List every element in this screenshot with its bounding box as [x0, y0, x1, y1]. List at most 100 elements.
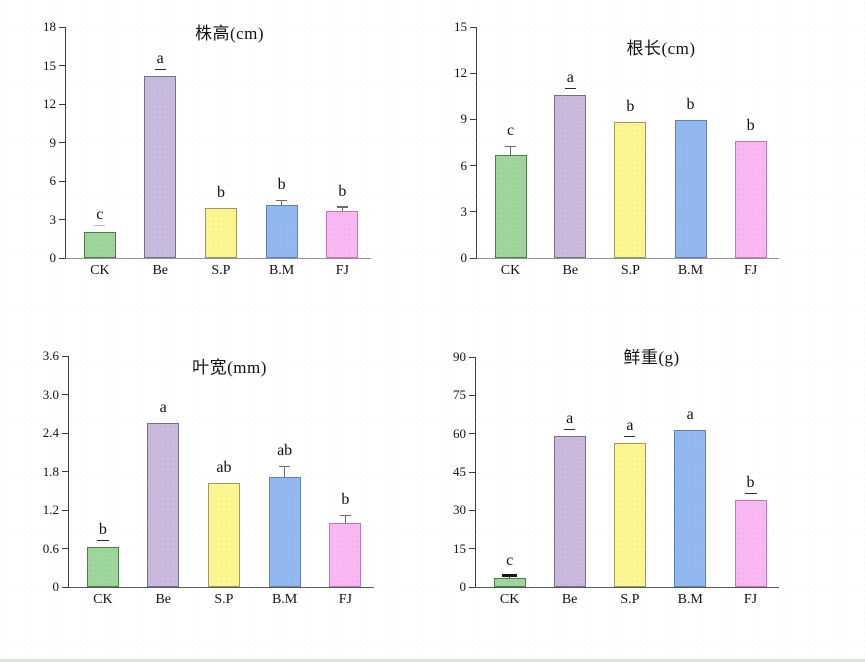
- y-tick-mark: [470, 165, 476, 167]
- y-tick-mark: [59, 103, 65, 105]
- y-tick-mark: [470, 257, 476, 259]
- y-tick-label: 3.6: [42, 348, 59, 363]
- y-tick-label: 2.4: [42, 425, 59, 440]
- bar-FJ: [329, 522, 362, 587]
- y-tick-label: 0: [52, 579, 60, 594]
- bar-B.M: [265, 205, 298, 258]
- y-tick-mark: [62, 586, 68, 588]
- x-category-label: Be: [561, 592, 578, 607]
- y-tick-label: 90: [453, 349, 466, 364]
- significance-letter: b: [338, 182, 347, 200]
- x-category-label: S.P: [620, 263, 640, 278]
- y-tick-mark: [470, 72, 476, 74]
- bar-B.M: [268, 476, 301, 587]
- bar-CK: [83, 232, 116, 258]
- significance-letter: a: [138, 50, 182, 70]
- error-bar-cap: [279, 465, 291, 468]
- x-category-label: S.P: [214, 592, 234, 607]
- letter-underline: a: [564, 69, 576, 89]
- x-category-label: Be: [155, 592, 172, 607]
- bar-S.P: [204, 207, 237, 258]
- y-tick-label: 9: [49, 134, 57, 150]
- error-bar-cap: [502, 573, 518, 577]
- error-bar-cap: [339, 514, 351, 517]
- significance-letter: a: [548, 69, 592, 89]
- y-tick-mark: [469, 586, 475, 588]
- x-category-label: CK: [500, 263, 521, 278]
- chart-plot-2: 根长(cm) 0 3 6 9 12 15 c CK a Be b S.P b B.M b FJ: [454, 19, 779, 278]
- y-tick-label: 0: [460, 250, 468, 265]
- y-tick-label: 1.8: [42, 463, 59, 479]
- y-tick-label: 3.0: [42, 386, 59, 402]
- y-tick-label: 15: [453, 540, 466, 556]
- y-tick-mark: [470, 118, 476, 120]
- bar-S.P: [614, 121, 647, 258]
- y-tick-mark: [470, 26, 476, 28]
- y-tick-mark: [62, 471, 68, 472]
- significance-letter: a: [159, 399, 167, 417]
- letter-underline: a: [624, 417, 636, 437]
- y-tick-mark: [469, 356, 475, 358]
- bar-S.P: [613, 442, 646, 587]
- y-tick-mark: [62, 355, 68, 357]
- significance-letter: ab: [277, 442, 293, 460]
- y-tick-label: 30: [453, 502, 466, 518]
- y-tick-label: 60: [453, 425, 466, 441]
- significance-letter: a: [608, 417, 652, 437]
- error-bar-line: [344, 515, 346, 523]
- bar-CK: [493, 577, 526, 587]
- y-tick-mark: [62, 432, 68, 434]
- y-tick-label: 75: [453, 387, 466, 403]
- chart-plot-4: 鲜重(g) 0 15 30 45 60 75 90 c CK a Be a S.P a B.M b FJ: [453, 348, 779, 607]
- bar-Be: [553, 436, 586, 587]
- chart-title: 鲜重(g): [623, 348, 680, 367]
- y-tick-label: 6: [460, 157, 468, 173]
- x-category-label: FJ: [743, 592, 758, 607]
- y-tick-mark: [59, 219, 65, 220]
- x-category-label: FJ: [338, 592, 352, 607]
- chart-plot-3: 叶宽(mm) 0 0.6 1.2 1.8 2.4 3.0 3.6 b CK a Be ab S.P ab B.…: [43, 348, 374, 607]
- letter-underline: a: [154, 50, 166, 70]
- error-bar-line: [509, 146, 512, 155]
- y-tick-mark: [469, 548, 475, 550]
- letter-underline: b: [744, 474, 757, 495]
- y-tick-mark: [59, 26, 65, 28]
- chart-title: 叶宽(mm): [192, 358, 267, 377]
- y-tick-label: 12: [43, 96, 56, 111]
- x-category-label: FJ: [743, 263, 758, 278]
- significance-letter: b: [277, 176, 286, 194]
- significance-letter: b: [81, 521, 125, 542]
- bar-FJ: [734, 140, 767, 258]
- significance-letter: b: [341, 491, 350, 509]
- y-tick-mark: [59, 180, 65, 182]
- error-bar-line: [280, 200, 283, 206]
- x-category-label: S.P: [620, 592, 640, 607]
- x-category-label: B.M: [677, 592, 703, 607]
- error-bar-cap: [276, 199, 288, 202]
- bottom-edge-strip: [0, 659, 865, 662]
- bar-B.M: [674, 429, 707, 587]
- y-tick-label: 6: [49, 173, 57, 188]
- significance-letter: ab: [216, 459, 232, 477]
- y-tick-mark: [470, 211, 476, 213]
- y-tick-mark: [469, 394, 475, 396]
- bar-Be: [554, 94, 587, 258]
- significance-letter: c: [506, 551, 514, 569]
- error-bar-cap: [505, 145, 517, 148]
- y-tick-label: 3: [460, 203, 468, 219]
- significance-letter: b: [729, 474, 773, 495]
- bar-S.P: [207, 483, 240, 587]
- y-tick-label: 18: [43, 19, 56, 34]
- letter-underline: b: [96, 521, 109, 542]
- letter-underline: c: [94, 206, 106, 227]
- y-tick-label: 0.6: [42, 540, 59, 556]
- bar-Be: [144, 75, 177, 258]
- significance-letter: b: [746, 116, 755, 134]
- error-bar-cap: [336, 206, 348, 208]
- y-tick-mark: [62, 394, 68, 395]
- y-tick-label: 1.2: [42, 502, 59, 517]
- y-tick-mark: [62, 509, 68, 511]
- x-category-label: Be: [562, 263, 579, 278]
- chart-plot-1: 株高(cm) 0 3 6 9 12 15 18 c CK a Be b S.P b B.M b FJ: [43, 19, 371, 278]
